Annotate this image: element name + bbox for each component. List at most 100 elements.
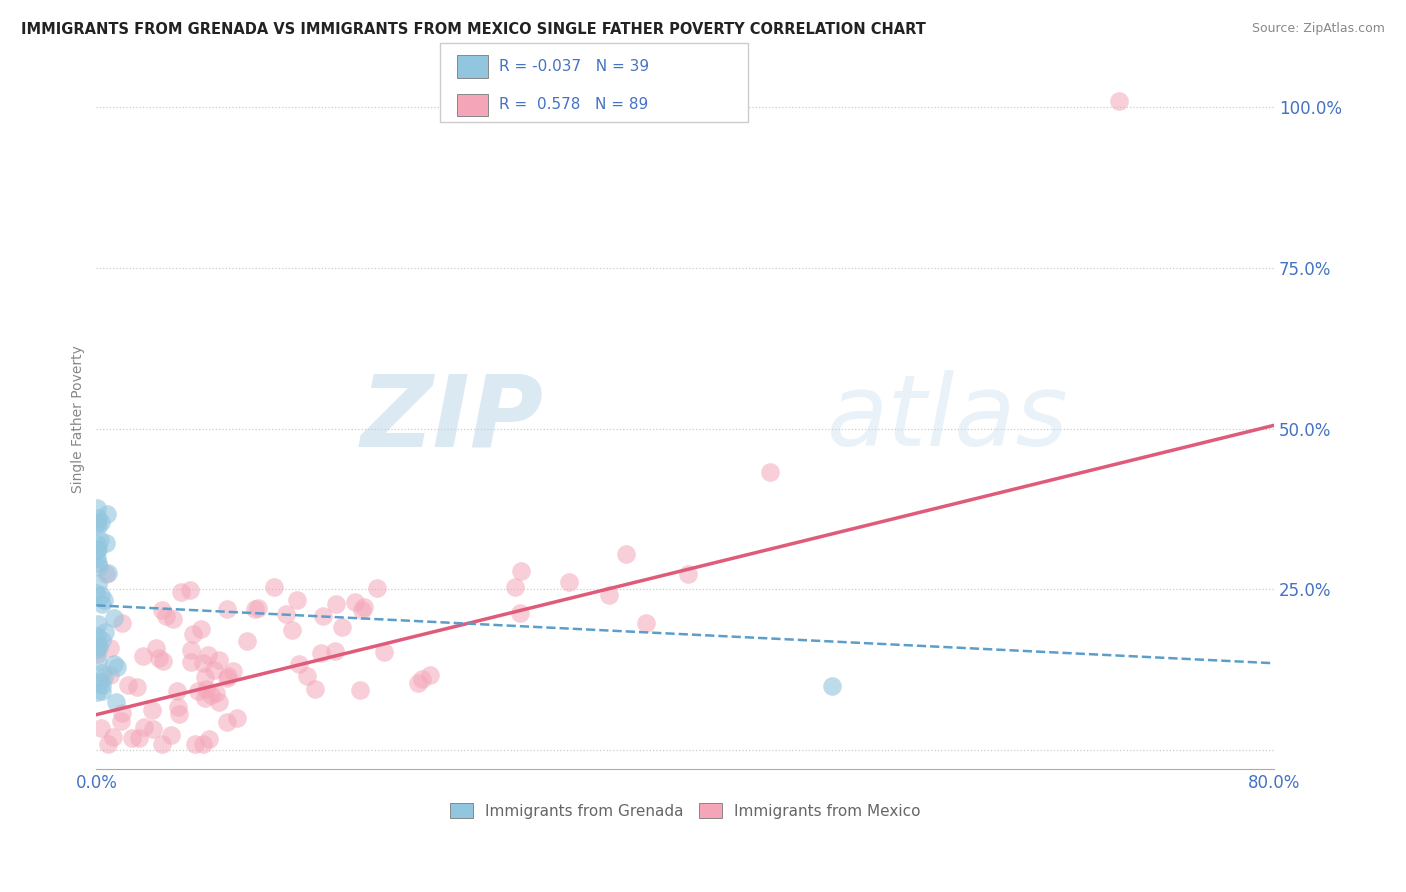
Point bbox=[97, 566, 120, 581]
Point bbox=[131, 649, 153, 664]
Point bbox=[263, 580, 285, 594]
Point bbox=[150, 602, 173, 616]
Point bbox=[353, 600, 375, 615]
Point bbox=[89, 675, 111, 690]
Point bbox=[132, 720, 155, 734]
Point bbox=[181, 626, 204, 640]
Y-axis label: Single Father Poverty: Single Father Poverty bbox=[72, 345, 86, 493]
Text: R = -0.037   N = 39: R = -0.037 N = 39 bbox=[499, 59, 650, 74]
Point bbox=[98, 668, 121, 682]
Point bbox=[678, 567, 700, 582]
Point bbox=[183, 737, 205, 751]
Point bbox=[117, 678, 139, 692]
Point bbox=[121, 731, 143, 745]
Point bbox=[87, 542, 110, 557]
Point bbox=[89, 533, 111, 547]
Point bbox=[598, 588, 620, 602]
Point bbox=[614, 547, 637, 561]
Point bbox=[105, 660, 128, 674]
Point bbox=[180, 656, 202, 670]
Point bbox=[325, 597, 347, 611]
Point bbox=[94, 567, 117, 582]
Point bbox=[87, 576, 110, 591]
Point bbox=[111, 615, 134, 630]
Text: atlas: atlas bbox=[827, 370, 1069, 467]
Point bbox=[150, 737, 173, 751]
Point bbox=[103, 730, 125, 744]
Point bbox=[90, 632, 112, 647]
Point bbox=[148, 651, 170, 665]
Point bbox=[419, 668, 441, 682]
Point bbox=[352, 602, 374, 616]
Point bbox=[103, 610, 125, 624]
Point bbox=[86, 510, 108, 524]
Point bbox=[197, 648, 219, 662]
Point bbox=[208, 695, 231, 709]
Point bbox=[167, 706, 190, 721]
Point bbox=[105, 695, 128, 709]
Point bbox=[288, 657, 311, 672]
Text: Source: ZipAtlas.com: Source: ZipAtlas.com bbox=[1251, 22, 1385, 36]
Point bbox=[349, 682, 371, 697]
Point bbox=[110, 714, 132, 728]
Point bbox=[167, 699, 190, 714]
Point bbox=[187, 684, 209, 698]
Text: IMMIGRANTS FROM GRENADA VS IMMIGRANTS FROM MEXICO SINGLE FATHER POVERTY CORRELAT: IMMIGRANTS FROM GRENADA VS IMMIGRANTS FR… bbox=[21, 22, 927, 37]
Point bbox=[86, 629, 108, 643]
Point bbox=[125, 680, 148, 694]
Point bbox=[87, 617, 110, 632]
Point bbox=[87, 640, 110, 654]
Point bbox=[90, 721, 112, 735]
Point bbox=[503, 580, 526, 594]
Point bbox=[142, 722, 165, 736]
Point bbox=[373, 645, 395, 659]
Point bbox=[202, 663, 225, 677]
Point bbox=[304, 682, 326, 697]
Point bbox=[191, 656, 214, 670]
Point bbox=[145, 641, 167, 656]
Point bbox=[243, 602, 266, 616]
Point bbox=[274, 607, 297, 622]
Point bbox=[217, 714, 239, 729]
Point bbox=[411, 672, 433, 686]
Point bbox=[170, 585, 193, 599]
Point bbox=[87, 556, 110, 570]
Point bbox=[215, 602, 238, 616]
Legend: Immigrants from Grenada, Immigrants from Mexico: Immigrants from Grenada, Immigrants from… bbox=[444, 797, 927, 825]
Point bbox=[128, 731, 150, 746]
Point bbox=[180, 643, 202, 657]
Point bbox=[200, 688, 222, 702]
Point bbox=[204, 686, 226, 700]
Point bbox=[195, 682, 218, 697]
Point bbox=[821, 679, 844, 693]
Point bbox=[90, 684, 112, 698]
Point bbox=[222, 664, 245, 678]
Point bbox=[86, 537, 108, 551]
Point bbox=[90, 678, 112, 692]
Point bbox=[217, 669, 239, 683]
Point bbox=[225, 711, 247, 725]
Point bbox=[86, 551, 108, 566]
Point bbox=[90, 515, 112, 529]
Point bbox=[152, 654, 174, 668]
Point bbox=[90, 665, 112, 680]
Point bbox=[217, 671, 239, 685]
Point bbox=[86, 647, 108, 661]
Point bbox=[509, 564, 531, 578]
Point bbox=[166, 684, 188, 698]
Point bbox=[86, 638, 108, 652]
Text: ZIP: ZIP bbox=[361, 370, 544, 467]
Point bbox=[87, 654, 110, 668]
Point bbox=[159, 728, 181, 742]
Point bbox=[558, 575, 581, 590]
Point bbox=[759, 465, 782, 479]
Point bbox=[235, 633, 257, 648]
Point bbox=[309, 646, 332, 660]
Point bbox=[87, 560, 110, 574]
Point bbox=[198, 732, 221, 747]
Point bbox=[103, 657, 125, 671]
Point bbox=[343, 595, 366, 609]
Point bbox=[634, 615, 657, 630]
Point bbox=[285, 593, 308, 607]
Point bbox=[94, 624, 117, 639]
